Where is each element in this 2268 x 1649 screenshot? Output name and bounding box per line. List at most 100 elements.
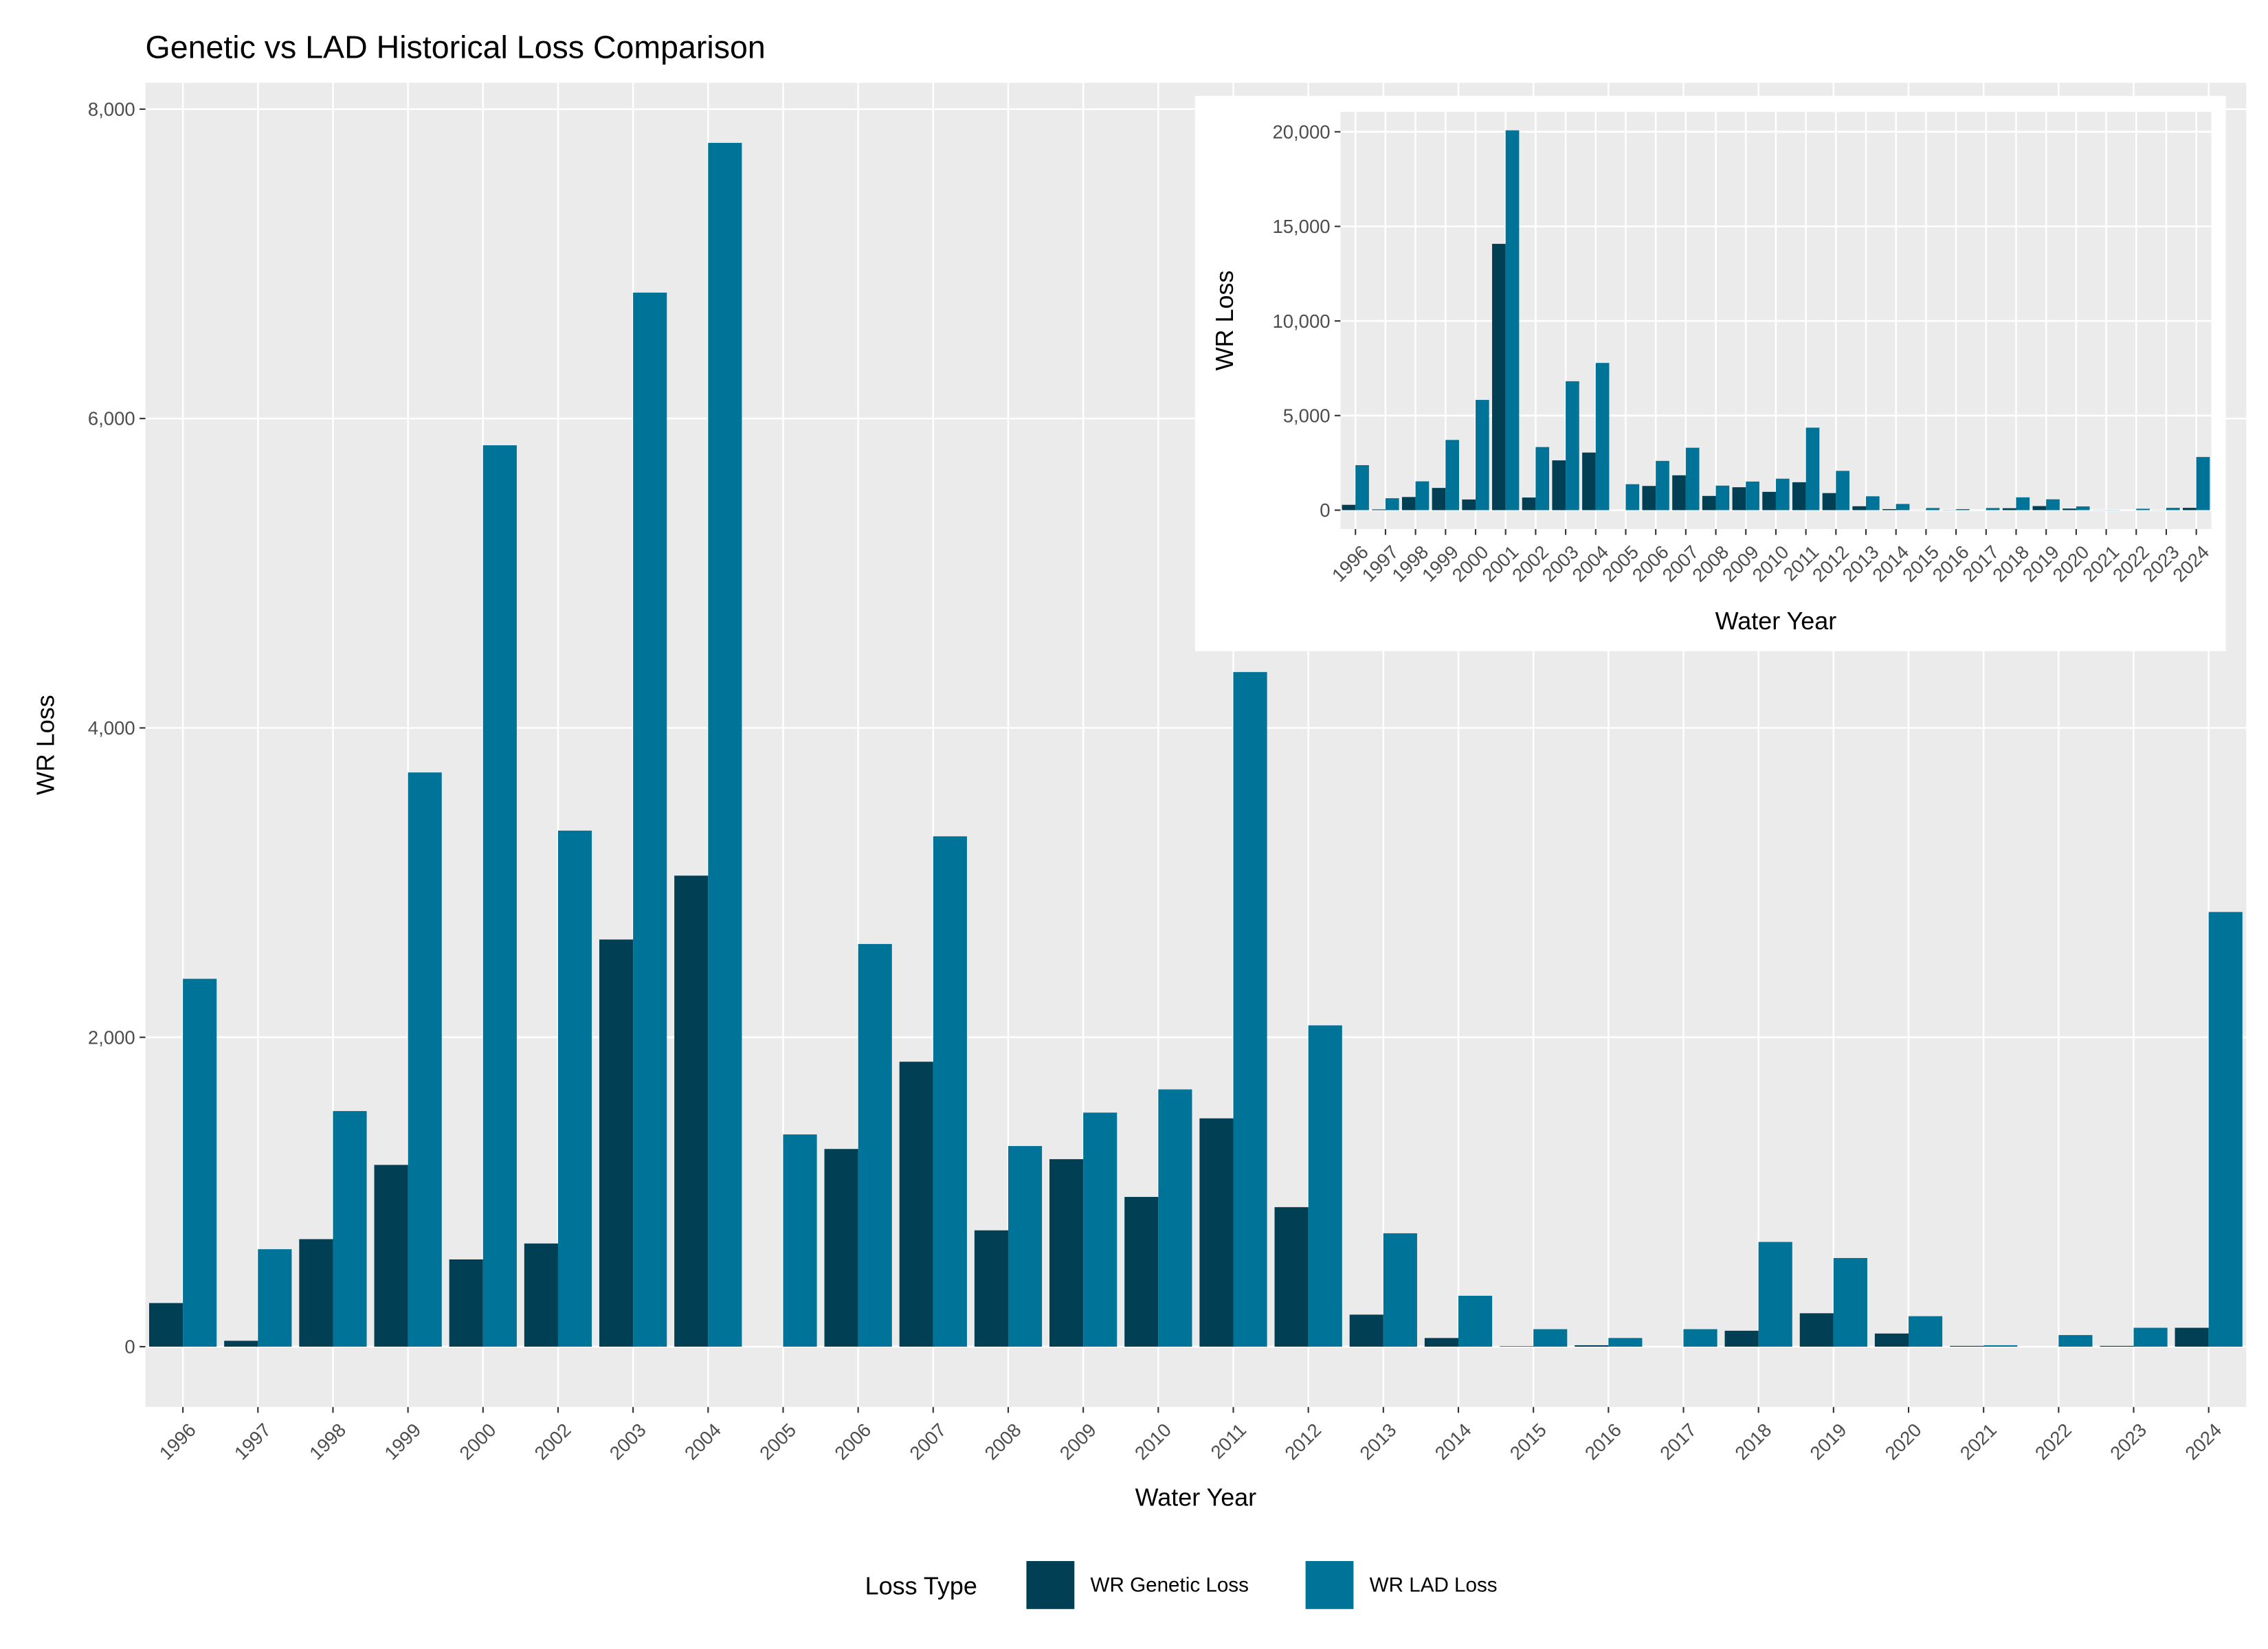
bar <box>1986 508 2000 511</box>
bar <box>1799 1313 1834 1347</box>
y-tick-label: 5,000 <box>1283 405 1331 426</box>
bar <box>2208 912 2243 1347</box>
bar <box>1342 504 1356 511</box>
bar <box>1505 130 1520 511</box>
bar <box>1909 1316 1943 1347</box>
bar <box>1775 478 1790 511</box>
bar <box>1535 447 1550 511</box>
bar <box>1355 465 1369 511</box>
bar <box>899 1062 933 1347</box>
bar <box>1983 1345 2018 1347</box>
bar <box>1866 496 1880 511</box>
bar <box>1732 487 1746 511</box>
bar <box>1852 506 1867 511</box>
bar <box>1595 363 1610 511</box>
bar <box>1625 484 1640 511</box>
y-tick-label: 0 <box>1320 500 1330 521</box>
bar <box>2182 508 2197 511</box>
bar <box>974 1230 1008 1347</box>
bar <box>408 772 442 1347</box>
bar <box>2175 1327 2209 1347</box>
bar <box>2016 497 2030 511</box>
bar <box>1715 485 1730 511</box>
x-tick-label: 2006 <box>830 1419 875 1463</box>
bar <box>1492 243 1506 511</box>
bar <box>258 1249 292 1347</box>
legend-label: WR Genetic Loss <box>1091 1573 1249 1596</box>
bar <box>374 1165 408 1347</box>
bar <box>599 939 634 1347</box>
bar <box>1124 1197 1159 1347</box>
x-tick-label: 2009 <box>1056 1419 1100 1463</box>
bar <box>1552 460 1566 511</box>
bar <box>1762 491 1776 511</box>
bar <box>1415 481 1430 511</box>
x-tick-label: 2012 <box>1280 1419 1325 1463</box>
bar <box>1895 504 1910 511</box>
bar <box>299 1239 333 1347</box>
bar <box>1383 1233 1417 1347</box>
x-tick-label: 1997 <box>230 1419 275 1463</box>
y-tick-label: 10,000 <box>1272 311 1330 332</box>
bar <box>1685 447 1700 511</box>
legend-title: Loss Type <box>865 1572 977 1600</box>
bar <box>2058 1335 2093 1347</box>
bar <box>482 445 517 1347</box>
x-tick-label: 2018 <box>1731 1419 1775 1463</box>
x-tick-label: 2019 <box>1805 1419 1850 1463</box>
bar <box>1926 508 1940 511</box>
y-tick-label: 4,000 <box>88 717 135 739</box>
bar <box>1702 495 1716 511</box>
x-tick-label: 2013 <box>1355 1419 1400 1463</box>
x-tick-label: 2016 <box>1581 1419 1625 1463</box>
bar <box>524 1243 558 1347</box>
bar <box>1401 497 1416 511</box>
bar <box>933 836 967 1347</box>
bar <box>1432 488 1446 511</box>
x-tick-label: 1998 <box>305 1419 350 1463</box>
x-tick-label: 2008 <box>981 1419 1025 1463</box>
x-tick-label: 1999 <box>380 1419 425 1463</box>
chart-panel: 05,00010,00015,00020,0001996199719981999… <box>1194 96 2226 651</box>
x-tick-label: 2011 <box>1206 1419 1250 1463</box>
bar <box>183 978 217 1347</box>
legend-label: WR LAD Loss <box>1370 1573 1498 1596</box>
bar <box>1950 1345 1984 1347</box>
bar <box>1158 1089 1192 1347</box>
bar <box>1792 482 1806 511</box>
bar <box>824 1149 858 1347</box>
bar <box>1805 427 1820 511</box>
chart-title: Genetic vs LAD Historical Loss Compariso… <box>146 30 766 65</box>
bar <box>2100 1345 2134 1347</box>
bar <box>2136 508 2150 511</box>
y-tick-label: 0 <box>124 1336 135 1358</box>
bar <box>1822 493 1836 511</box>
x-axis-label: Water Year <box>1715 607 1837 635</box>
bar <box>2046 499 2060 511</box>
x-tick-label: 2005 <box>755 1419 800 1463</box>
bar <box>633 292 667 1347</box>
bar <box>1642 486 1656 511</box>
bar <box>1424 1338 1458 1347</box>
bar <box>1836 471 1849 511</box>
bar <box>1672 475 1686 511</box>
bar <box>1656 460 1669 511</box>
bar <box>1199 1118 1234 1347</box>
bar <box>148 1303 184 1347</box>
bar <box>1833 1257 1867 1347</box>
y-tick-label: 8,000 <box>88 98 135 120</box>
bar <box>557 830 592 1347</box>
bar <box>1724 1330 1759 1347</box>
bar <box>2032 506 2047 511</box>
x-tick-label: 2002 <box>531 1419 575 1463</box>
x-tick-label: 2023 <box>2106 1419 2150 1463</box>
bar <box>1956 508 1970 511</box>
bar <box>1385 498 1399 511</box>
bar <box>1372 509 1386 511</box>
bar <box>224 1340 258 1347</box>
y-axis-label: WR Loss <box>31 695 59 795</box>
bar <box>1522 497 1536 511</box>
bar <box>333 1111 367 1347</box>
